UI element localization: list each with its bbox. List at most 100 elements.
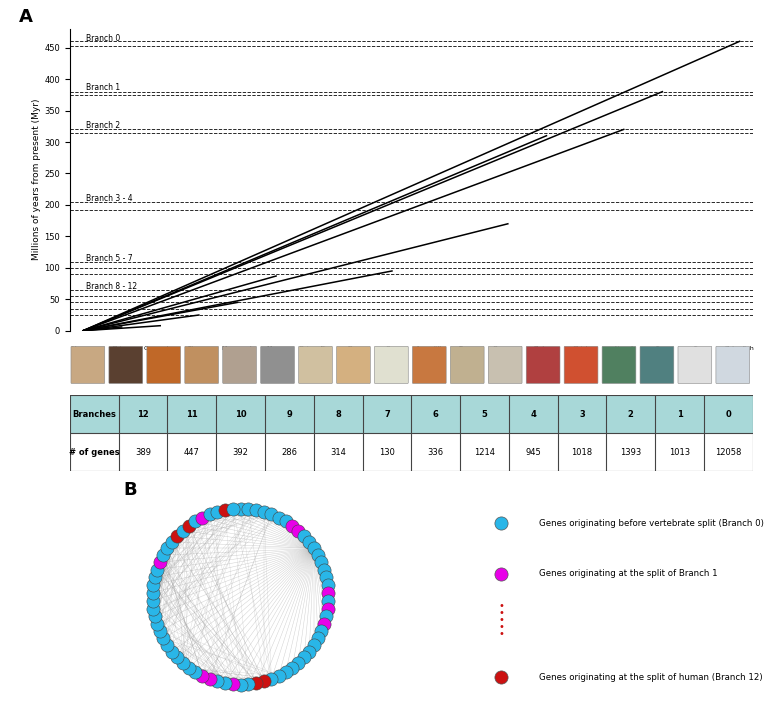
Text: 5: 5: [482, 410, 487, 419]
Text: Mouse: Mouse: [266, 347, 286, 352]
FancyBboxPatch shape: [70, 395, 119, 433]
Point: [322, 595, 334, 606]
Text: Opossum: Opossum: [493, 347, 522, 352]
FancyBboxPatch shape: [460, 433, 509, 471]
Text: •: •: [498, 601, 504, 611]
Text: 4: 4: [530, 410, 536, 419]
Point: [157, 633, 169, 644]
Text: Branch 0: Branch 0: [86, 34, 120, 42]
Point: [176, 525, 189, 536]
Text: Tenrec: Tenrec: [459, 347, 480, 352]
FancyBboxPatch shape: [375, 347, 408, 383]
Point: [303, 646, 316, 657]
Text: 2: 2: [628, 410, 634, 419]
Point: [234, 679, 247, 690]
Point: [293, 525, 305, 536]
Point: [182, 662, 195, 674]
Point: [161, 639, 173, 651]
Point: [171, 651, 183, 663]
FancyBboxPatch shape: [411, 395, 460, 433]
Point: [495, 672, 508, 683]
Text: Platypus: Platypus: [533, 347, 559, 352]
Point: [196, 670, 209, 682]
Text: Dog: Dog: [347, 347, 360, 352]
Text: Fugu: Fugu: [693, 347, 708, 352]
Text: 7: 7: [384, 410, 390, 419]
Text: Branch 1: Branch 1: [86, 83, 120, 92]
Text: B: B: [123, 481, 137, 499]
Text: Zebrafish: Zebrafish: [725, 347, 754, 352]
Point: [182, 520, 195, 531]
Text: Genes originating before vertebrate split (Branch 0): Genes originating before vertebrate spli…: [539, 518, 764, 528]
Point: [308, 639, 320, 651]
FancyBboxPatch shape: [411, 433, 460, 471]
Text: 12058: 12058: [715, 447, 742, 457]
Text: 130: 130: [379, 447, 395, 457]
Y-axis label: Millions of years from present (Myr): Millions of years from present (Myr): [33, 99, 41, 260]
FancyBboxPatch shape: [460, 395, 509, 433]
Point: [157, 549, 169, 561]
FancyBboxPatch shape: [299, 347, 332, 383]
Text: Frog: Frog: [656, 347, 669, 352]
Point: [151, 618, 163, 630]
Point: [219, 677, 231, 689]
Text: Branch 8 - 12: Branch 8 - 12: [86, 282, 137, 291]
FancyBboxPatch shape: [655, 395, 704, 433]
Point: [279, 516, 292, 527]
FancyBboxPatch shape: [655, 433, 704, 471]
Point: [189, 667, 202, 678]
Point: [308, 543, 320, 554]
Text: Branch 3 - 4: Branch 3 - 4: [86, 194, 133, 203]
Text: Branch 2: Branch 2: [86, 121, 120, 129]
Point: [312, 633, 324, 644]
Text: •: •: [498, 628, 504, 638]
Point: [318, 564, 331, 575]
Text: Branch 5 - 7: Branch 5 - 7: [86, 254, 133, 263]
FancyBboxPatch shape: [265, 395, 314, 433]
Point: [272, 670, 285, 682]
Point: [211, 506, 223, 518]
FancyBboxPatch shape: [640, 347, 674, 383]
FancyBboxPatch shape: [217, 395, 265, 433]
FancyBboxPatch shape: [109, 347, 143, 383]
Point: [320, 572, 332, 583]
FancyBboxPatch shape: [509, 395, 558, 433]
Text: 447: 447: [184, 447, 199, 457]
Point: [321, 603, 334, 614]
Text: •: •: [498, 608, 504, 618]
Text: 3: 3: [579, 410, 585, 419]
Text: Chimp: Chimp: [112, 347, 132, 352]
Text: Cow: Cow: [385, 347, 399, 352]
Text: # of genes: # of genes: [69, 447, 120, 457]
FancyBboxPatch shape: [168, 395, 217, 433]
FancyBboxPatch shape: [119, 395, 168, 433]
Text: 9: 9: [286, 410, 293, 419]
Text: 1018: 1018: [571, 447, 593, 457]
Point: [176, 657, 189, 669]
Text: 1: 1: [677, 410, 682, 419]
FancyBboxPatch shape: [265, 433, 314, 471]
Point: [279, 667, 292, 678]
FancyBboxPatch shape: [314, 433, 362, 471]
FancyBboxPatch shape: [412, 347, 446, 383]
Point: [320, 610, 332, 622]
Point: [312, 549, 324, 561]
Point: [154, 557, 166, 568]
Point: [149, 572, 161, 583]
Text: A: A: [19, 8, 33, 26]
Text: Branches: Branches: [72, 410, 116, 419]
FancyBboxPatch shape: [362, 395, 411, 433]
FancyBboxPatch shape: [168, 433, 217, 471]
Text: 12: 12: [137, 410, 149, 419]
Point: [165, 646, 178, 657]
Point: [165, 536, 178, 548]
Text: •: •: [498, 615, 504, 625]
FancyBboxPatch shape: [602, 347, 636, 383]
FancyBboxPatch shape: [314, 395, 362, 433]
Point: [161, 543, 173, 554]
Point: [147, 587, 159, 599]
Point: [321, 580, 334, 591]
Text: •: •: [498, 622, 504, 632]
Point: [227, 503, 239, 515]
FancyBboxPatch shape: [450, 347, 484, 383]
